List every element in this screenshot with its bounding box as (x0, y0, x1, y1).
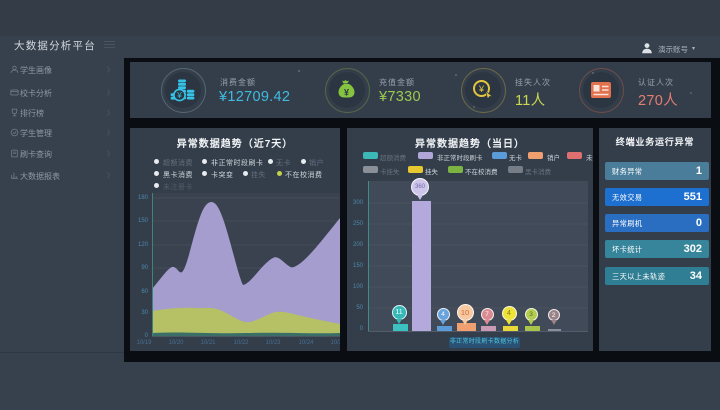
svg-text:¥: ¥ (176, 90, 182, 100)
svg-text:¥: ¥ (344, 88, 349, 98)
svg-text:¥: ¥ (478, 84, 485, 94)
